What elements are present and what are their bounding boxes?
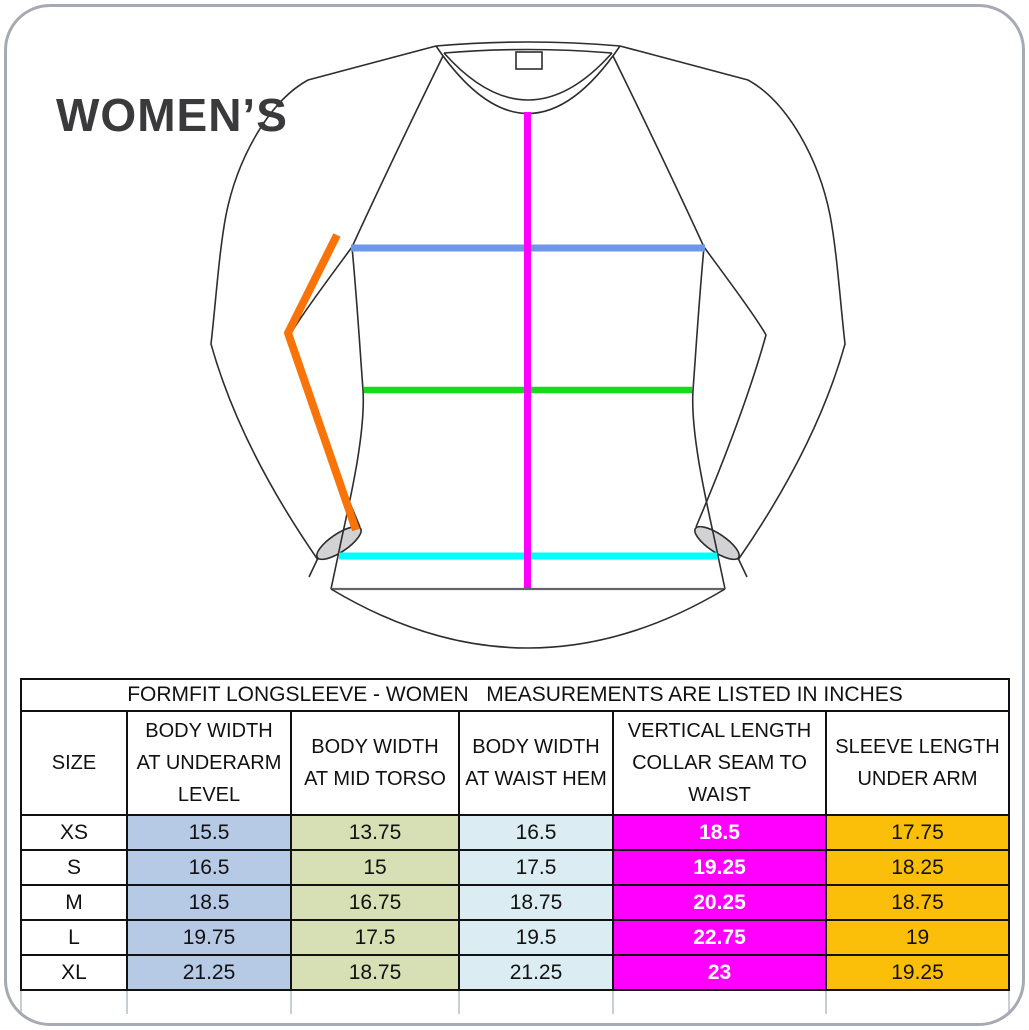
table-title: FORMFIT LONGSLEEVE - WOMEN MEASUREMENTS …: [20, 678, 1010, 712]
right-cuff: [694, 525, 740, 561]
empty-cell: [20, 990, 128, 1014]
page-title: WOMEN’S: [56, 89, 288, 141]
table-title-row: FORMFIT LONGSLEEVE - WOMEN MEASUREMENTS …: [20, 678, 1010, 712]
left-cuff-tail: [308, 557, 319, 578]
value-cell: 19.5: [458, 919, 614, 956]
value-cell: 19.75: [126, 919, 292, 956]
table-row-s: S 16.5 15 17.5 19.25 18.25: [20, 849, 1010, 886]
sleeve-length-line: [284, 233, 360, 532]
column-header-mid-torso: BODY WIDTH AT MID TORSO: [290, 710, 460, 816]
empty-cell: [126, 990, 292, 1014]
value-cell: 18.5: [126, 884, 292, 921]
column-header-underarm: BODY WIDTH AT UNDERARM LEVEL: [126, 710, 292, 816]
right-raglan-seam: [612, 55, 705, 248]
value-cell: 19.25: [612, 849, 827, 886]
value-cell: 17.5: [458, 849, 614, 886]
left-shoulder-line: [307, 45, 437, 81]
value-cell: 22.75: [612, 919, 827, 956]
value-cell: 18.75: [458, 884, 614, 921]
value-cell: 18.25: [825, 849, 1010, 886]
value-cell: 21.25: [126, 954, 292, 991]
table-row-xs: XS 15.5 13.75 16.5 18.5 17.75: [20, 814, 1010, 851]
value-cell: 17.75: [825, 814, 1010, 851]
table-header-row: SIZE BODY WIDTH AT UNDERARM LEVEL BODY W…: [20, 710, 1010, 816]
column-header-size: SIZE: [20, 710, 128, 816]
size-label: XS: [20, 814, 128, 851]
collar-top-inner: [443, 48, 613, 54]
size-label: L: [20, 919, 128, 956]
collar-top-outer: [435, 41, 621, 47]
value-cell: 16.5: [126, 849, 292, 886]
left-cuff: [316, 525, 362, 561]
table-row-l: L 19.75 17.5 19.5 22.75 19: [20, 919, 1010, 956]
size-label: S: [20, 849, 128, 886]
empty-cell: [612, 990, 827, 1014]
right-shoulder-line: [619, 45, 749, 81]
column-header-waist-hem: BODY WIDTH AT WAIST HEM: [458, 710, 614, 816]
column-header-sleeve-length: SLEEVE LENGTH UNDER ARM: [825, 710, 1010, 816]
value-cell: 23: [612, 954, 827, 991]
size-label: M: [20, 884, 128, 921]
table-row-m: M 18.5 16.75 18.75 20.25 18.75: [20, 884, 1010, 921]
value-cell: 19.25: [825, 954, 1010, 991]
value-cell: 19: [825, 919, 1010, 956]
value-cell: 13.75: [290, 814, 460, 851]
table-row-xl: XL 21.25 18.75 21.25 23 19.25: [20, 954, 1010, 991]
body-left-seam: [330, 246, 365, 590]
collar-scoop-inner: [443, 52, 613, 101]
empty-cell: [458, 990, 614, 1014]
value-cell: 16.75: [290, 884, 460, 921]
empty-grid-row: [20, 990, 1010, 1014]
column-header-vertical-length: VERTICAL LENGTH COLLAR SEAM TO WAIST: [612, 710, 827, 816]
left-sleeve-outer: [210, 79, 319, 561]
value-cell: 18.75: [825, 884, 1010, 921]
left-sleeve-inner: [289, 246, 361, 528]
value-cell: 20.25: [612, 884, 827, 921]
value-cell: 21.25: [458, 954, 614, 991]
left-raglan-seam: [351, 55, 444, 248]
value-cell: 17.5: [290, 919, 460, 956]
size-table: FORMFIT LONGSLEEVE - WOMEN MEASUREMENTS …: [20, 678, 1010, 1014]
empty-cell: [290, 990, 460, 1014]
body-right-seam: [691, 246, 726, 590]
value-cell: 15: [290, 849, 460, 886]
right-sleeve-inner: [695, 246, 767, 528]
value-cell: 15.5: [126, 814, 292, 851]
shirt-diagram: [210, 41, 846, 649]
neck-tag: [515, 51, 543, 70]
value-cell: 18.75: [290, 954, 460, 991]
right-cuff-tail: [737, 557, 748, 578]
empty-cell: [825, 990, 1010, 1014]
drop-hem-curve: [330, 588, 726, 649]
value-cell: 16.5: [458, 814, 614, 851]
size-label: XL: [20, 954, 128, 991]
value-cell: 18.5: [612, 814, 827, 851]
right-sleeve-outer: [737, 79, 846, 561]
